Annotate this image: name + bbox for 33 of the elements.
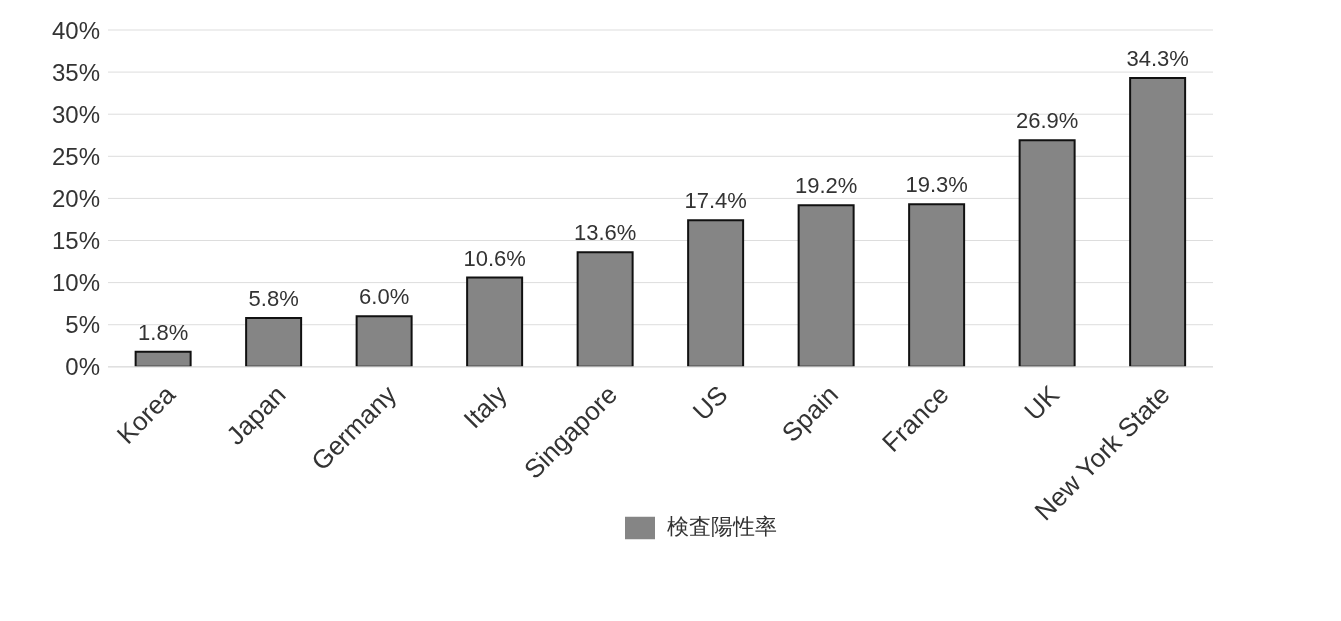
- bar: [687, 219, 745, 367]
- data-label: 17.4%: [684, 188, 747, 214]
- y-tick-label: 15%: [51, 227, 100, 255]
- y-tick-label: 0%: [65, 353, 100, 381]
- bar: [1129, 77, 1187, 367]
- data-label: 19.2%: [794, 173, 858, 199]
- x-tick-label: UK: [1018, 378, 1066, 427]
- data-label: 5.8%: [248, 285, 299, 311]
- data-label: 26.9%: [1015, 108, 1079, 134]
- bar: [466, 276, 524, 367]
- y-tick-label: 40%: [51, 16, 100, 44]
- y-tick-label: 20%: [51, 184, 100, 212]
- bar: [1018, 139, 1076, 367]
- data-label: 13.6%: [573, 220, 637, 246]
- data-label: 1.8%: [138, 319, 189, 345]
- data-label: 19.3%: [905, 172, 968, 198]
- legend-label: 検査陽性率: [666, 513, 777, 539]
- y-tick-label: 10%: [51, 269, 100, 297]
- y-tick-label: 25%: [51, 142, 100, 170]
- y-tick-label: 30%: [51, 100, 100, 128]
- bar: [797, 204, 855, 367]
- data-label: 10.6%: [463, 245, 526, 271]
- bar: [134, 350, 192, 367]
- data-label: 34.3%: [1126, 46, 1189, 71]
- bar: [245, 316, 303, 367]
- y-tick-label: 35%: [51, 58, 100, 86]
- bar: [355, 315, 413, 367]
- x-tick-label: Italy: [457, 379, 513, 435]
- y-tick-label: 5%: [65, 311, 100, 339]
- bar: [576, 251, 634, 367]
- data-label: 6.0%: [359, 284, 410, 310]
- x-tick-label: US: [686, 379, 734, 427]
- bar: [908, 203, 966, 367]
